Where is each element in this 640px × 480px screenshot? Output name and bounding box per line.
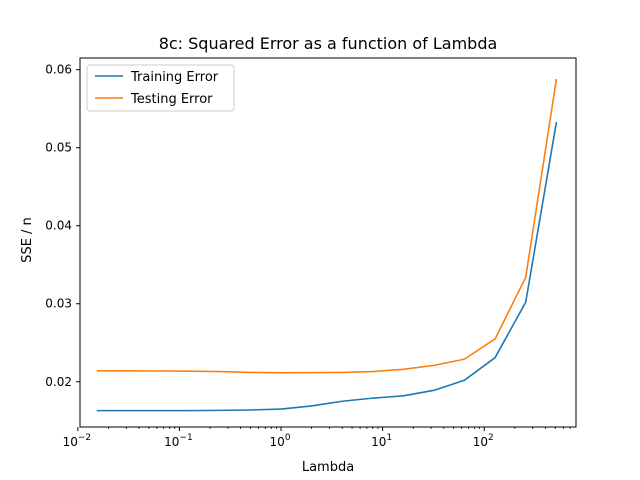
series-line-0 [96,121,558,412]
y-tick-label: 0.02 [45,375,72,389]
y-tick-label: 0.04 [45,219,72,233]
legend-label: Training Error [130,70,219,85]
x-axis-label: Lambda [302,460,354,475]
plot-lines [96,78,558,412]
series-line-1 [96,78,558,374]
x-tick-label: 101 [371,433,392,449]
y-tick-label: 0.05 [45,141,72,155]
y-axis-label: SSE / n [20,217,35,263]
x-tick-label: 102 [473,433,494,449]
x-tick-label: 10−1 [164,433,193,449]
y-tick-label: 0.06 [45,63,72,77]
axis-ticks: 10−2 10−1 100 101 102 0.02 0.03 0.04 0.05 0.06 [45,63,571,449]
chart-title: 8c: Squared Error as a function of Lambd… [159,34,498,53]
plot-frame [79,57,577,428]
x-tick-label: 100 [270,433,291,449]
legend: Training Error Testing Error [86,64,235,112]
legend-box [86,64,235,112]
legend-label: Testing Error [130,92,213,107]
x-tick-label: 10−2 [63,433,92,449]
y-tick-label: 0.03 [45,297,72,311]
